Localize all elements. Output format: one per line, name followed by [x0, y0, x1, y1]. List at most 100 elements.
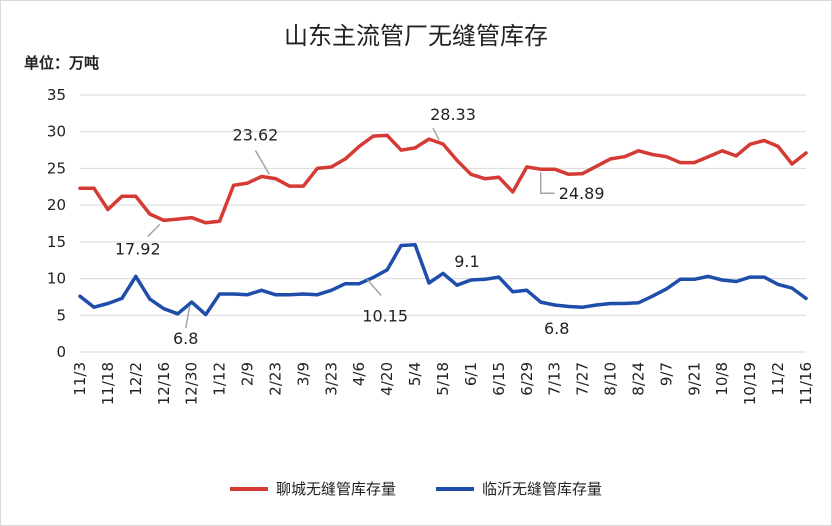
x-tick-label: 4/20 — [378, 362, 396, 396]
x-tick-label: 6/1 — [462, 362, 480, 386]
annotation-leader — [539, 172, 555, 194]
data-point-linyi — [776, 282, 780, 287]
data-point-linyi — [622, 301, 627, 306]
data-point-liaocheng — [204, 221, 208, 225]
data-point-liaocheng — [273, 176, 278, 181]
data-point-linyi — [594, 303, 599, 307]
data-point-linyi — [301, 292, 305, 296]
data-point-liaocheng — [762, 138, 766, 143]
x-tick-label: 11/2 — [769, 362, 787, 396]
data-point-linyi — [511, 290, 515, 294]
x-tick-label: 12/16 — [155, 362, 173, 405]
data-point-liaocheng — [539, 167, 543, 171]
data-point-linyi — [539, 300, 543, 304]
data-point-liaocheng — [371, 134, 375, 138]
x-tick-label: 8/10 — [602, 362, 620, 396]
x-tick-label: 8/24 — [629, 362, 647, 396]
data-point-liaocheng — [245, 181, 250, 185]
data-point-linyi — [106, 301, 110, 306]
data-point-linyi — [567, 304, 571, 309]
data-point-liaocheng — [678, 160, 682, 165]
data-point-liaocheng — [190, 216, 194, 220]
data-point-liaocheng — [720, 149, 724, 153]
data-point-liaocheng — [301, 184, 305, 188]
data-label: 23.62 — [233, 126, 279, 145]
data-label: 10.15 — [362, 306, 408, 325]
series-line-linyi — [78, 243, 808, 317]
data-point-linyi — [469, 278, 473, 282]
data-point-liaocheng — [650, 152, 655, 157]
data-point-liaocheng — [804, 151, 808, 155]
data-point-linyi — [525, 288, 529, 292]
legend-item-liaocheng: 聊城无缝管库存量 — [229, 478, 396, 499]
annotation-leader — [147, 223, 161, 237]
data-point-liaocheng — [427, 137, 431, 141]
x-tick-label: 9/21 — [685, 362, 703, 396]
data-label: 6.8 — [173, 329, 198, 348]
data-point-liaocheng — [259, 174, 264, 179]
legend-swatch-liaocheng — [229, 486, 268, 491]
y-tick-label: 30 — [47, 123, 66, 141]
y-tick-label: 35 — [47, 86, 66, 104]
y-tick-label: 15 — [47, 233, 66, 251]
y-tick-label: 5 — [56, 306, 66, 324]
chart-legend: 聊城无缝管库存量 临沂无缝管库存量 — [0, 478, 832, 499]
annotation-leader — [254, 150, 271, 175]
series-line-liaocheng — [78, 133, 808, 225]
y-tick-label: 0 — [56, 343, 66, 361]
data-point-liaocheng — [790, 162, 794, 166]
y-tick-label: 20 — [47, 196, 66, 214]
data-point-linyi — [748, 275, 752, 279]
data-point-linyi — [218, 292, 222, 296]
x-tick-label: 5/18 — [434, 362, 452, 396]
data-label: 9.1 — [454, 252, 479, 271]
data-point-liaocheng — [776, 144, 780, 148]
data-point-liaocheng — [692, 160, 696, 165]
data-point-liaocheng — [106, 207, 110, 212]
data-point-linyi — [120, 296, 124, 300]
data-point-linyi — [650, 294, 655, 298]
data-point-linyi — [343, 282, 347, 286]
x-tick-label: 6/29 — [518, 362, 536, 396]
data-point-linyi — [245, 293, 250, 297]
x-tick-label: 3/23 — [322, 362, 340, 396]
data-point-liaocheng — [622, 155, 627, 159]
data-point-linyi — [734, 279, 738, 284]
data-point-linyi — [315, 293, 319, 297]
data-point-linyi — [190, 300, 194, 304]
y-tick-label: 25 — [47, 159, 66, 177]
y-axis-unit-label: 单位：万吨 — [24, 54, 100, 72]
legend-label-linyi: 临沂无缝管库存量 — [482, 480, 603, 498]
data-point-linyi — [273, 293, 278, 297]
data-point-liaocheng — [315, 166, 319, 171]
data-point-liaocheng — [218, 219, 222, 223]
data-point-linyi — [720, 278, 724, 282]
data-point-linyi — [148, 297, 152, 301]
data-point-linyi — [357, 282, 361, 286]
data-point-liaocheng — [636, 149, 641, 153]
data-point-liaocheng — [78, 186, 82, 190]
x-tick-label: 3/9 — [294, 362, 312, 386]
data-point-liaocheng — [134, 194, 138, 198]
data-point-liaocheng — [594, 164, 599, 168]
x-tick-label: 2/23 — [266, 362, 284, 396]
data-point-liaocheng — [357, 144, 361, 148]
data-point-liaocheng — [148, 212, 152, 216]
x-tick-label: 10/8 — [713, 362, 731, 396]
data-point-linyi — [92, 305, 96, 309]
data-point-liaocheng — [664, 155, 668, 159]
data-point-liaocheng — [553, 167, 557, 171]
x-tick-label: 4/6 — [350, 362, 368, 386]
data-point-linyi — [455, 283, 459, 287]
data-point-liaocheng — [567, 172, 571, 176]
data-point-liaocheng — [483, 177, 487, 181]
data-point-liaocheng — [399, 148, 403, 152]
data-point-linyi — [427, 281, 431, 285]
data-point-liaocheng — [581, 171, 585, 176]
x-tick-label: 2/9 — [239, 362, 257, 386]
legend-swatch-linyi — [436, 486, 474, 491]
data-point-liaocheng — [343, 157, 347, 161]
data-point-linyi — [483, 277, 487, 281]
data-point-linyi — [636, 301, 641, 305]
data-point-linyi — [581, 305, 585, 309]
